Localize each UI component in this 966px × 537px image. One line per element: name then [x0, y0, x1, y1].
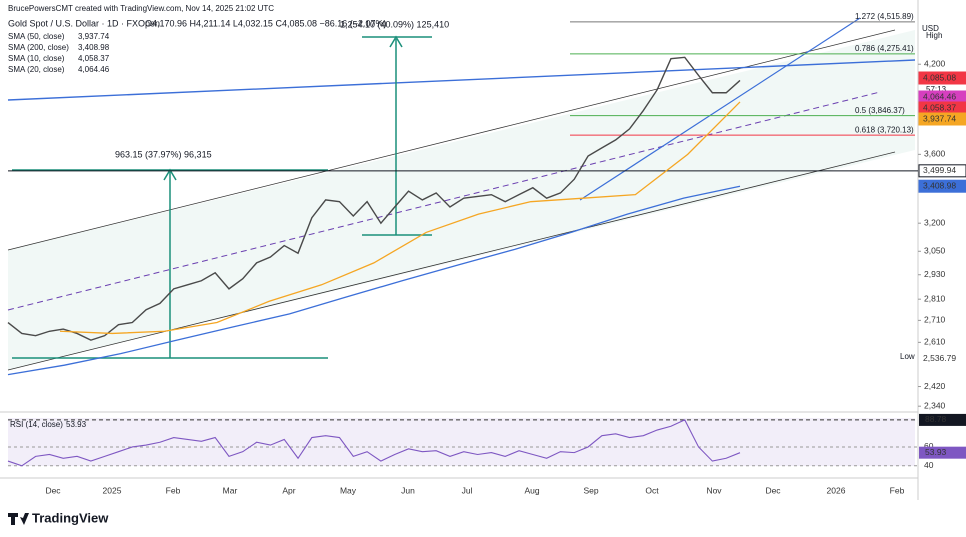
level-label: 0.618 (3,720.13)	[855, 125, 914, 134]
price-tag	[918, 352, 966, 366]
x-tick-label: Feb	[890, 485, 905, 495]
x-tick-label: Feb	[166, 485, 181, 495]
legend-value: 4,064.46	[78, 65, 110, 74]
price-tag-label: 4,085.08	[923, 72, 956, 82]
y-tick-label: 2,610	[924, 337, 946, 347]
brand: TradingView	[32, 510, 109, 525]
annotation: 963.15 (37.97%) 96,315	[115, 149, 212, 159]
y-tick-label: 2,930	[924, 269, 946, 279]
legend-value: 4,058.37	[78, 54, 110, 63]
x-tick-label: Apr	[282, 485, 295, 495]
legend-name: SMA (10, close)	[8, 54, 65, 63]
rsi-band	[8, 418, 915, 466]
price-tag	[918, 71, 966, 85]
x-tick-label: Oct	[645, 485, 659, 495]
y-tick-label: 3,050	[924, 246, 946, 256]
y-tick-label: 2,420	[924, 381, 946, 391]
high-label: High	[926, 31, 942, 40]
x-tick-label: May	[340, 485, 357, 495]
price-tag-label: 3,499.94	[923, 165, 956, 175]
price-tag-label: 4,058.37	[923, 102, 956, 112]
y-tick-label: 2,810	[924, 293, 946, 303]
chart-title: Gold Spot / U.S. Dollar · 1D · FXOpen	[8, 18, 160, 28]
x-tick-label: 2026	[827, 485, 846, 495]
price-tag-label: 88.78	[925, 414, 947, 424]
price-tag-label: 2,536.79	[923, 353, 956, 363]
x-tick-label: 2025	[103, 485, 122, 495]
series-line	[7, 419, 741, 467]
channel-top	[7, 29, 896, 251]
price-tag	[919, 413, 966, 426]
x-tick-label: Nov	[706, 485, 722, 495]
price-tag	[919, 446, 966, 459]
legend-value: 3,937.74	[78, 32, 110, 41]
series-line	[59, 101, 741, 335]
legend-name: SMA (20, close)	[8, 65, 65, 74]
y-tick-label: 40	[924, 460, 934, 470]
y-tick-label: 4,200	[924, 58, 946, 68]
y-tick-label: 2,340	[924, 400, 946, 410]
legend-value: 3,408.98	[78, 43, 110, 52]
price-tag	[918, 179, 966, 193]
level-label: 1.272 (4,515.89)	[855, 12, 914, 21]
channel-bottom	[7, 151, 896, 371]
x-tick-label: Jun	[401, 485, 415, 495]
y-tick-label: 3,200	[924, 217, 946, 227]
countdown: 57:13	[926, 85, 947, 94]
price-tag-label: 53.93	[925, 447, 947, 457]
trend-line	[7, 59, 916, 101]
y-tick-label: 3,600	[924, 149, 946, 159]
y-tick-label: 2,710	[924, 315, 946, 325]
ohlc: O4,170.96 H4,211.14 L4,032.15 C4,085.08 …	[145, 18, 387, 28]
x-tick-label: Aug	[524, 485, 539, 495]
rsi-last: 53.93	[66, 420, 87, 429]
unit: USD	[922, 24, 939, 33]
arrow-head	[389, 35, 403, 48]
logo-icon	[8, 513, 29, 525]
level-label: 0.5 (3,846.37)	[855, 106, 905, 115]
y-tick-label: 60	[924, 441, 934, 451]
x-tick-label: Jul	[462, 485, 473, 495]
x-tick-label: Sep	[583, 485, 598, 495]
x-tick-label: Mar	[223, 485, 238, 495]
trend-line	[579, 17, 861, 201]
low-label: Low	[900, 352, 915, 361]
arrow-head	[163, 168, 177, 181]
series-line	[7, 56, 741, 341]
rsi-name: RSI (14, close)	[10, 420, 63, 429]
price-tag-label: 3,937.74	[923, 113, 956, 123]
level-label: 0.786 (4,275.41)	[855, 44, 914, 53]
price-tag-label: 3,408.98	[923, 180, 956, 190]
series-line	[7, 185, 741, 376]
annotation: 1,254.10 (40.09%) 125,410	[340, 19, 449, 29]
legend-name: SMA (200, close)	[8, 43, 69, 52]
price-tag-label: 4,064.46	[923, 91, 956, 101]
price-tag	[918, 164, 966, 178]
legend-name: SMA (50, close)	[8, 32, 65, 41]
x-tick-label: Dec	[45, 485, 61, 495]
price-tag	[918, 112, 966, 126]
credit: BrucePowersCMT created with TradingView.…	[8, 4, 274, 13]
x-tick-label: Dec	[765, 485, 781, 495]
